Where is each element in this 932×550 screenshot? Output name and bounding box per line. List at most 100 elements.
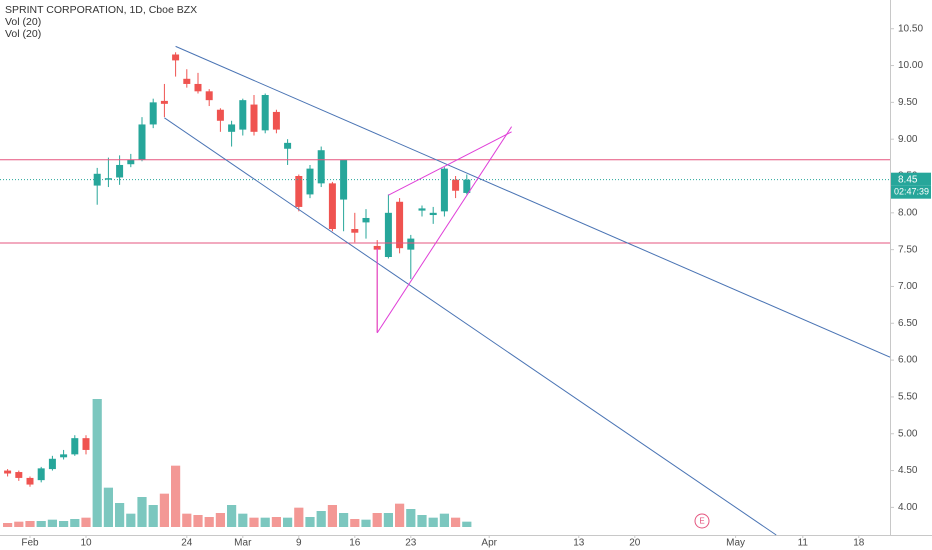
x-tick-label: Feb — [21, 538, 39, 549]
volume-bar — [383, 513, 393, 527]
candle-body — [429, 212, 437, 216]
volume-bar — [193, 515, 203, 527]
volume-bar — [316, 511, 326, 527]
x-tick-label: 20 — [629, 538, 641, 549]
candle-body — [407, 238, 415, 250]
candle-body — [351, 229, 359, 233]
candle-body — [328, 183, 336, 230]
volume-bar — [283, 517, 293, 527]
earnings-label: E — [699, 517, 704, 526]
y-tick-label: 6.50 — [898, 318, 918, 329]
volume-bar — [81, 517, 91, 527]
y-tick-label: 9.50 — [898, 97, 918, 108]
trendline — [388, 131, 512, 196]
candle-body — [317, 150, 325, 184]
candle-body — [250, 104, 258, 132]
x-tick-label: 18 — [853, 538, 865, 549]
chart-title: SPRINT CORPORATION, 1D, Cboe BZX — [5, 4, 197, 16]
x-tick-label: Mar — [234, 538, 252, 549]
candle-body — [149, 102, 157, 125]
candle-body — [295, 176, 303, 207]
y-tick-label: 7.00 — [898, 281, 918, 292]
volume-bar — [171, 465, 181, 527]
candle-body — [396, 201, 404, 249]
candle-body — [48, 458, 56, 470]
candle-body — [284, 142, 292, 149]
volume-bar — [462, 521, 472, 527]
volume-bar — [14, 521, 24, 527]
volume-bar — [260, 517, 270, 527]
volume-bar — [271, 517, 281, 527]
y-tick-label: 5.00 — [898, 428, 918, 439]
volume-bar — [70, 519, 80, 527]
volume-bar — [215, 513, 225, 527]
volume-bar — [126, 513, 136, 527]
candle-body — [384, 212, 392, 258]
x-tick-label: 11 — [798, 538, 809, 549]
candle-body — [183, 78, 191, 84]
x-tick-label: 23 — [405, 538, 417, 549]
candle-body — [228, 124, 236, 132]
candle-body — [4, 470, 12, 474]
candle-body — [172, 54, 180, 61]
indicator-label: Vol (20) — [5, 16, 41, 28]
candle-body — [60, 454, 68, 458]
y-tick-label: 8.00 — [898, 207, 918, 218]
volume-bar — [350, 519, 360, 527]
volume-bar — [451, 517, 461, 527]
candle-body — [116, 164, 124, 178]
x-tick-label: May — [726, 538, 745, 549]
last-price-label: 8.45 — [898, 174, 918, 185]
volume-bar — [339, 513, 349, 527]
volume-bar — [406, 509, 416, 527]
volume-bar — [428, 517, 438, 527]
x-tick-label: 9 — [296, 538, 302, 549]
volume-bar — [103, 487, 113, 527]
candle-body — [239, 100, 247, 130]
candle-body — [15, 472, 23, 478]
volume-bar — [327, 505, 337, 527]
candle-body — [261, 94, 269, 131]
plot: E — [0, 28, 894, 538]
y-tick-label: 5.50 — [898, 392, 918, 403]
last-price-box — [891, 172, 931, 186]
trendline — [175, 45, 891, 358]
volume-bar — [417, 515, 427, 527]
y-tick-label: 4.50 — [898, 465, 918, 476]
x-tick-label: 13 — [573, 538, 585, 549]
volume-bar — [294, 507, 304, 527]
candle-body — [127, 159, 135, 165]
trendline — [164, 117, 777, 536]
x-tick-label: 10 — [80, 538, 92, 549]
x-tick-label: Apr — [481, 538, 497, 549]
indicator-label: Vol (20) — [5, 28, 41, 40]
volume-bar — [227, 505, 237, 527]
volume-bar — [59, 521, 69, 527]
candle-body — [306, 168, 314, 195]
countdown-label: 02:47:39 — [894, 187, 929, 197]
y-tick-label: 6.00 — [898, 355, 918, 366]
x-tick-label: 24 — [181, 538, 193, 549]
candle-body — [272, 111, 280, 130]
candle-body — [138, 124, 146, 160]
candle-body — [194, 83, 202, 92]
volume-bar — [372, 513, 382, 527]
volume-bar — [25, 521, 35, 527]
candle-body — [205, 91, 213, 101]
volume-bar — [36, 521, 46, 527]
candle-body — [93, 173, 101, 186]
volume-bar — [115, 503, 125, 527]
volume-bar — [137, 497, 147, 527]
volume-bar — [182, 513, 192, 527]
candle-body — [340, 159, 348, 200]
candle-body — [71, 438, 79, 455]
candle-body — [160, 100, 168, 104]
volume-bar — [249, 517, 259, 527]
candle-body — [418, 208, 426, 211]
candle-body — [463, 179, 471, 193]
candle-body — [452, 179, 460, 191]
y-tick-label: 7.50 — [898, 244, 918, 255]
volume-bar — [3, 523, 13, 527]
